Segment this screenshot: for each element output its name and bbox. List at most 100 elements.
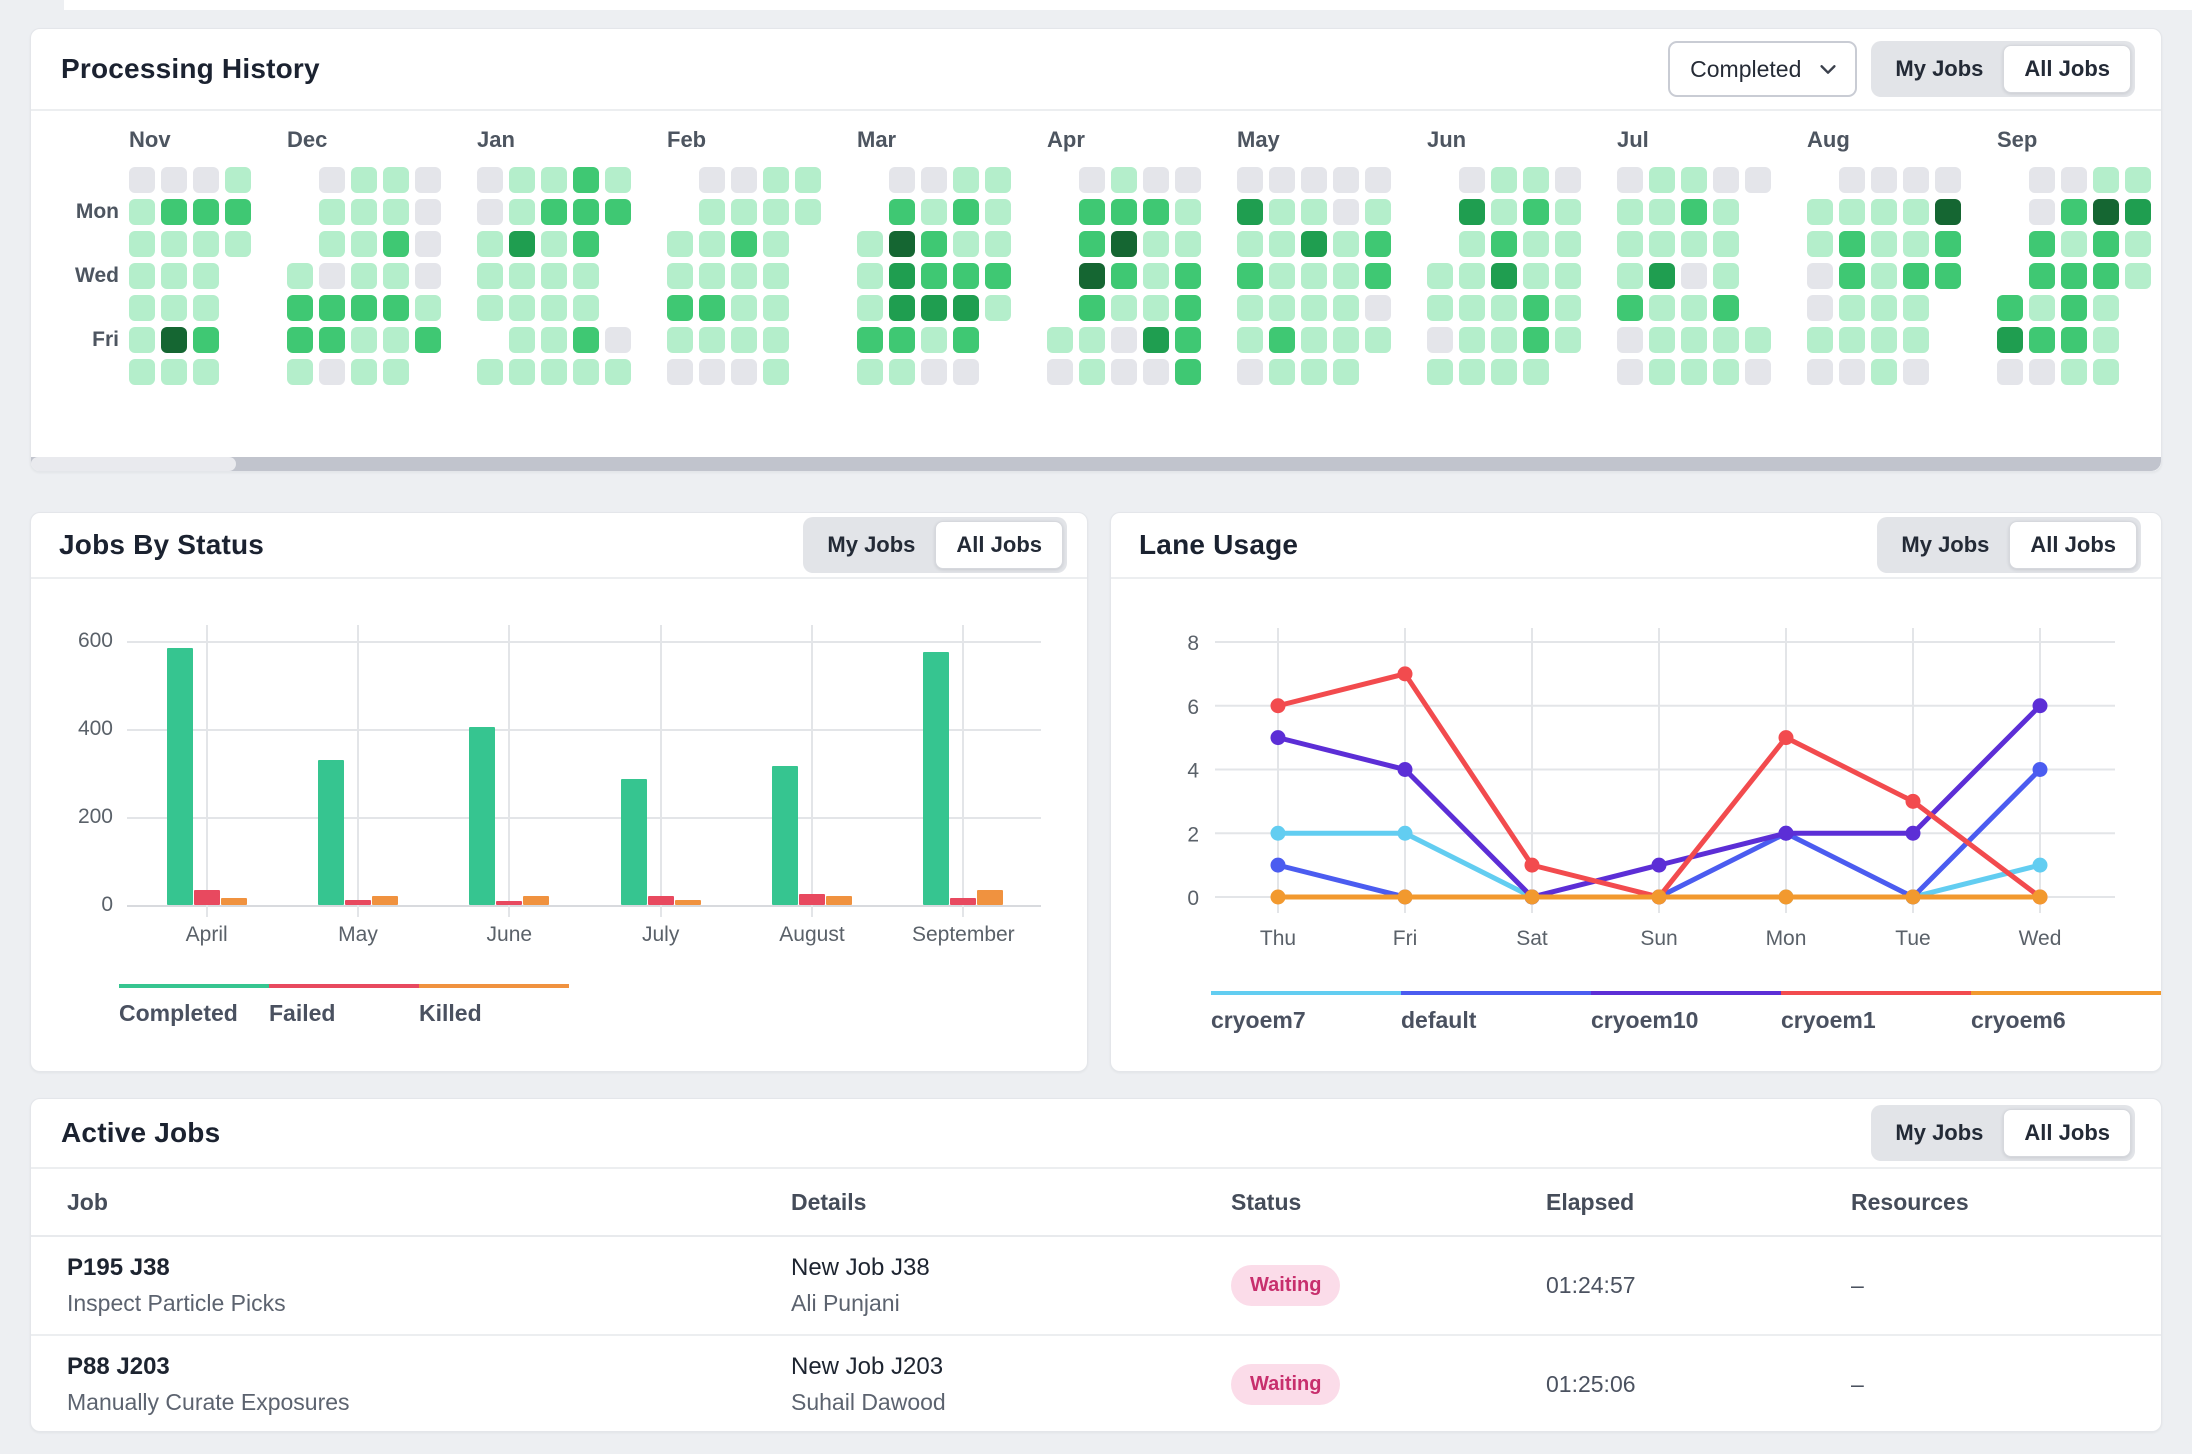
heatmap-cell[interactable]	[1745, 359, 1771, 385]
heatmap-cell[interactable]	[731, 295, 757, 321]
heatmap-cell[interactable]	[921, 231, 947, 257]
heatmap-cell[interactable]	[1143, 263, 1169, 289]
heatmap-cell[interactable]	[1269, 231, 1295, 257]
bar-failed[interactable]	[193, 889, 220, 905]
heatmap-cell[interactable]	[1935, 167, 1961, 193]
heatmap-cell[interactable]	[2093, 359, 2119, 385]
heatmap-cell[interactable]	[351, 263, 377, 289]
heatmap-cell[interactable]	[477, 295, 503, 321]
heatmap-cell[interactable]	[889, 231, 915, 257]
heatmap-cell[interactable]	[1365, 295, 1391, 321]
heatmap-cell[interactable]	[1079, 199, 1105, 225]
heatmap-cell[interactable]	[477, 231, 503, 257]
heatmap-cell[interactable]	[921, 359, 947, 385]
heatmap-cell[interactable]	[731, 359, 757, 385]
heatmap-cell[interactable]	[1807, 359, 1833, 385]
heatmap-cell[interactable]	[1491, 231, 1517, 257]
heatmap-cell[interactable]	[921, 199, 947, 225]
bar-killed[interactable]	[977, 890, 1004, 905]
heatmap-cell[interactable]	[1047, 327, 1073, 353]
heatmap-cell[interactable]	[1839, 167, 1865, 193]
heatmap-cell[interactable]	[1745, 167, 1771, 193]
table-row[interactable]: P88 J203 Manually Curate Exposures New J…	[31, 1336, 2161, 1431]
heatmap-cell[interactable]	[415, 231, 441, 257]
heatmap-cell[interactable]	[2125, 167, 2151, 193]
heatmap-cell[interactable]	[1523, 231, 1549, 257]
heatmap-cell[interactable]	[1523, 359, 1549, 385]
heatmap-cell[interactable]	[1807, 231, 1833, 257]
heatmap-cell[interactable]	[509, 231, 535, 257]
heatmap-cell[interactable]	[225, 167, 251, 193]
heatmap-cell[interactable]	[541, 199, 567, 225]
heatmap-cell[interactable]	[541, 231, 567, 257]
table-row[interactable]: P195 J38 Inspect Particle Picks New Job …	[31, 1237, 2161, 1336]
heatmap-cell[interactable]	[1903, 327, 1929, 353]
heatmap-cell[interactable]	[2093, 231, 2119, 257]
heatmap-cell[interactable]	[1491, 199, 1517, 225]
heatmap-cell[interactable]	[1807, 263, 1833, 289]
heatmap-cell[interactable]	[985, 295, 1011, 321]
heatmap-cell[interactable]	[1301, 263, 1327, 289]
heatmap-cell[interactable]	[763, 199, 789, 225]
legend-item[interactable]: cryoem7	[1211, 991, 1401, 1034]
data-point-cryoem1[interactable]	[1270, 698, 1286, 714]
heatmap-cell[interactable]	[1713, 295, 1739, 321]
bar-killed[interactable]	[372, 896, 398, 905]
heatmap-cell[interactable]	[415, 295, 441, 321]
heatmap-cell[interactable]	[1047, 359, 1073, 385]
heatmap-cell[interactable]	[1871, 359, 1897, 385]
all-jobs-button[interactable]: All Jobs	[2003, 45, 2131, 93]
heatmap-cell[interactable]	[1491, 295, 1517, 321]
heatmap-cell[interactable]	[1555, 263, 1581, 289]
heatmap-cell[interactable]	[1713, 263, 1739, 289]
heatmap-cell[interactable]	[477, 167, 503, 193]
my-jobs-button[interactable]: My Jobs	[1875, 45, 2003, 93]
heatmap-cell[interactable]	[477, 199, 503, 225]
heatmap-cell[interactable]	[2029, 327, 2055, 353]
heatmap-cell[interactable]	[1649, 327, 1675, 353]
heatmap-cell[interactable]	[667, 263, 693, 289]
horizontal-scrollbar[interactable]	[31, 457, 2161, 471]
heatmap-cell[interactable]	[1143, 231, 1169, 257]
data-point-cryoem6[interactable]	[1905, 889, 1921, 905]
heatmap-cell[interactable]	[1523, 199, 1549, 225]
heatmap-cell[interactable]	[1871, 263, 1897, 289]
heatmap-cell[interactable]	[1175, 327, 1201, 353]
heatmap-cell[interactable]	[161, 167, 187, 193]
heatmap-cell[interactable]	[351, 327, 377, 353]
heatmap-cell[interactable]	[699, 359, 725, 385]
heatmap-cell[interactable]	[1903, 231, 1929, 257]
legend-item[interactable]: Failed	[269, 984, 419, 1027]
heatmap-cell[interactable]	[667, 359, 693, 385]
heatmap-cell[interactable]	[129, 231, 155, 257]
heatmap-cell[interactable]	[477, 263, 503, 289]
heatmap-cell[interactable]	[351, 231, 377, 257]
heatmap-cell[interactable]	[1269, 199, 1295, 225]
heatmap-cell[interactable]	[1237, 359, 1263, 385]
heatmap-cell[interactable]	[541, 295, 567, 321]
heatmap-cell[interactable]	[795, 199, 821, 225]
heatmap-cell[interactable]	[129, 199, 155, 225]
heatmap-cell[interactable]	[129, 295, 155, 321]
heatmap-cell[interactable]	[1713, 327, 1739, 353]
heatmap-cell[interactable]	[509, 167, 535, 193]
heatmap-cell[interactable]	[415, 167, 441, 193]
heatmap-cell[interactable]	[1681, 231, 1707, 257]
heatmap-cell[interactable]	[573, 295, 599, 321]
heatmap-cell[interactable]	[2093, 167, 2119, 193]
heatmap-cell[interactable]	[477, 359, 503, 385]
heatmap-cell[interactable]	[319, 231, 345, 257]
data-point-cryoem10[interactable]	[1778, 825, 1794, 841]
heatmap-cell[interactable]	[1269, 167, 1295, 193]
heatmap-cell[interactable]	[415, 199, 441, 225]
data-point-cryoem1[interactable]	[1905, 793, 1921, 809]
data-point-cryoem1[interactable]	[1397, 666, 1413, 682]
heatmap-cell[interactable]	[1745, 327, 1771, 353]
data-point-cryoem6[interactable]	[1397, 889, 1413, 905]
data-point-cryoem7[interactable]	[1397, 825, 1413, 841]
data-point-cryoem6[interactable]	[1270, 889, 1286, 905]
heatmap-cell[interactable]	[2029, 199, 2055, 225]
heatmap-cell[interactable]	[1365, 231, 1391, 257]
heatmap-cell[interactable]	[319, 327, 345, 353]
heatmap-cell[interactable]	[857, 231, 883, 257]
